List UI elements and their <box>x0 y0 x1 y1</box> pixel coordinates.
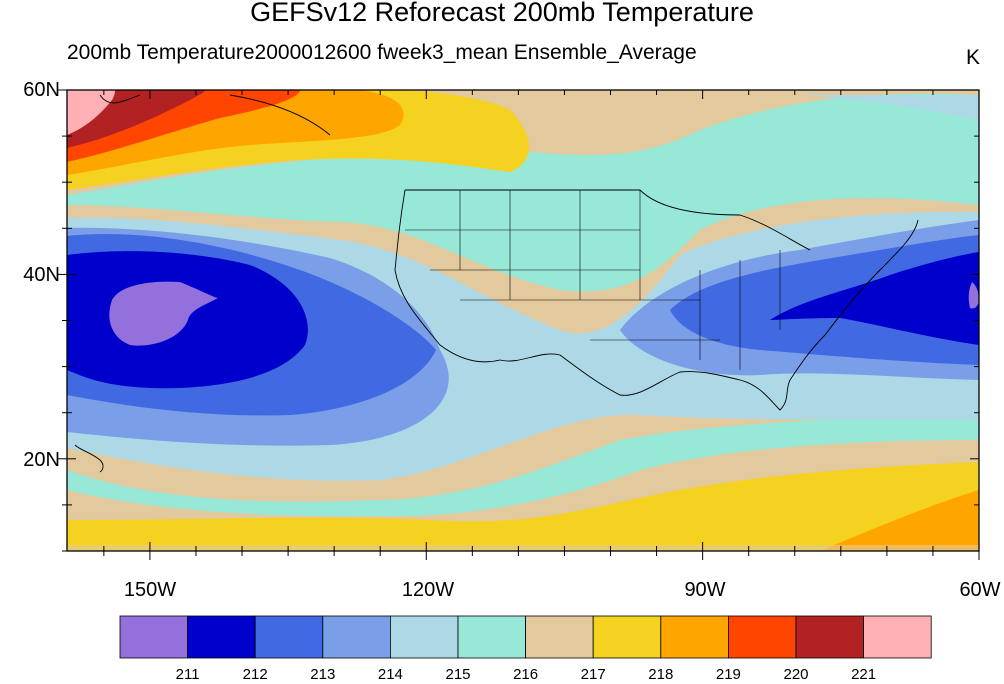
contour-field <box>67 90 979 551</box>
chart-title: GEFSv12 Reforecast 200mb Temperature <box>250 0 754 27</box>
colorbar-swatch <box>795 615 864 659</box>
colorbar-level-label: 215 <box>445 666 471 683</box>
colorbar-level-label: 211 <box>175 666 200 683</box>
colorbar-level-label: 213 <box>310 666 336 683</box>
lat-label-20n: 20N <box>23 449 60 471</box>
fill-band-216-north <box>67 93 979 292</box>
lon-label-120w: 120W <box>401 579 455 601</box>
fill-edge-south <box>67 545 979 551</box>
colorbar-swatch <box>322 615 391 659</box>
colorbar-level-label: 214 <box>377 666 403 683</box>
colorbar-swatch <box>457 615 526 659</box>
colorbar-swatch <box>592 615 662 659</box>
fill-band-212-east <box>770 252 979 345</box>
fill-band-219-south <box>820 490 979 551</box>
colorbar-level-label: 218 <box>648 666 674 683</box>
chart-subtitle: 200mb Temperature2000012600 fweek3_mean … <box>67 41 697 64</box>
state-borders <box>405 190 781 370</box>
fill-band-215-north <box>800 95 979 120</box>
lon-label-60w: 60W <box>959 579 1001 601</box>
lat-label-40n: 40N <box>23 264 60 286</box>
colorbar-swatch <box>254 615 324 659</box>
colorbar-swatch <box>389 615 459 659</box>
colorbar-swatch <box>863 615 932 659</box>
lon-label-90w: 90W <box>684 579 726 601</box>
coastlines <box>74 94 919 473</box>
colorbar-level-label: 221 <box>851 666 877 683</box>
colorbar-swatch <box>660 615 729 659</box>
fill-band-222-north <box>67 90 115 135</box>
colorbar-level-label: 217 <box>580 666 606 683</box>
colorbar-swatch <box>525 615 594 659</box>
colorbar-swatch <box>187 615 256 659</box>
fill-band-211-east <box>968 282 979 309</box>
colorbar-swatch <box>728 615 797 659</box>
colorbar <box>119 615 932 659</box>
fill-band-211-pacific <box>109 281 218 346</box>
axis-ticks <box>58 89 980 560</box>
fill-band-218-south <box>67 462 979 551</box>
colorbar-level-label: 212 <box>242 666 268 683</box>
lon-label-150w: 150W <box>123 579 177 601</box>
colorbar-level-label: 219 <box>715 666 741 683</box>
lat-label-60n: 60N <box>23 79 60 101</box>
units-label: K <box>966 46 981 69</box>
colorbar-swatch <box>119 615 188 659</box>
colorbar-level-label: 220 <box>783 666 809 683</box>
colorbar-level-label: 216 <box>513 666 539 683</box>
fill-band-216-mid <box>67 415 979 517</box>
